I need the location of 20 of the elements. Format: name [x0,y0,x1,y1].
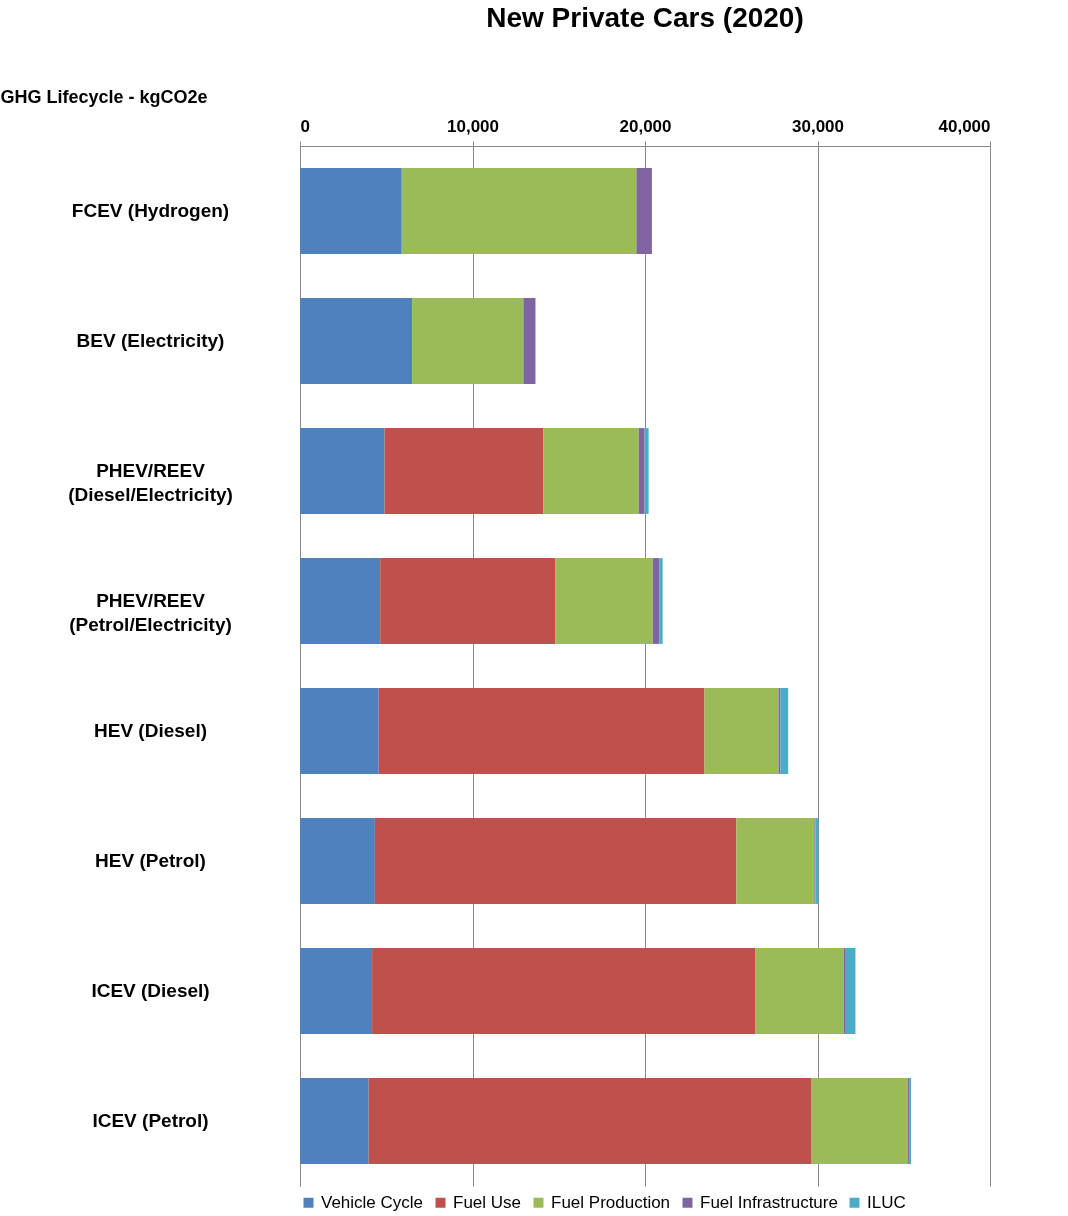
y-tick-label: ICEV (Diesel) [91,980,210,1001]
y-tick-label: FCEV (Hydrogen) [71,200,230,221]
chart-title: New Private Cars (2020) [486,2,804,33]
y-tick-label: HEV (Diesel) [94,720,207,741]
x-axis-title: GHG Lifecycle - kgCO2e [0,86,208,107]
y-tick-label: PHEV/REEV (Petrol/Electricity) [69,590,232,635]
legend-label: Fuel Use [453,1192,522,1212]
y-tick-label: BEV (Electricity) [76,330,225,351]
x-tick-label: 40,000 [938,116,991,136]
y-tick-label: ICEV (Petrol) [92,1110,209,1131]
x-tick-label: 0 [300,116,310,136]
y-tick-label: PHEV/REEV (Diesel/Electricity) [68,460,233,505]
legend-label: ILUC [867,1192,906,1212]
legend-label: Fuel Production [551,1192,671,1212]
legend-label: Fuel Infrastructure [700,1192,838,1212]
x-tick-label: 10,000 [447,116,499,136]
y-tick-label: HEV (Petrol) [95,850,206,871]
legend-label: Vehicle Cycle [321,1192,424,1212]
x-tick-label: 30,000 [792,116,844,136]
x-tick-label: 20,000 [619,116,672,136]
